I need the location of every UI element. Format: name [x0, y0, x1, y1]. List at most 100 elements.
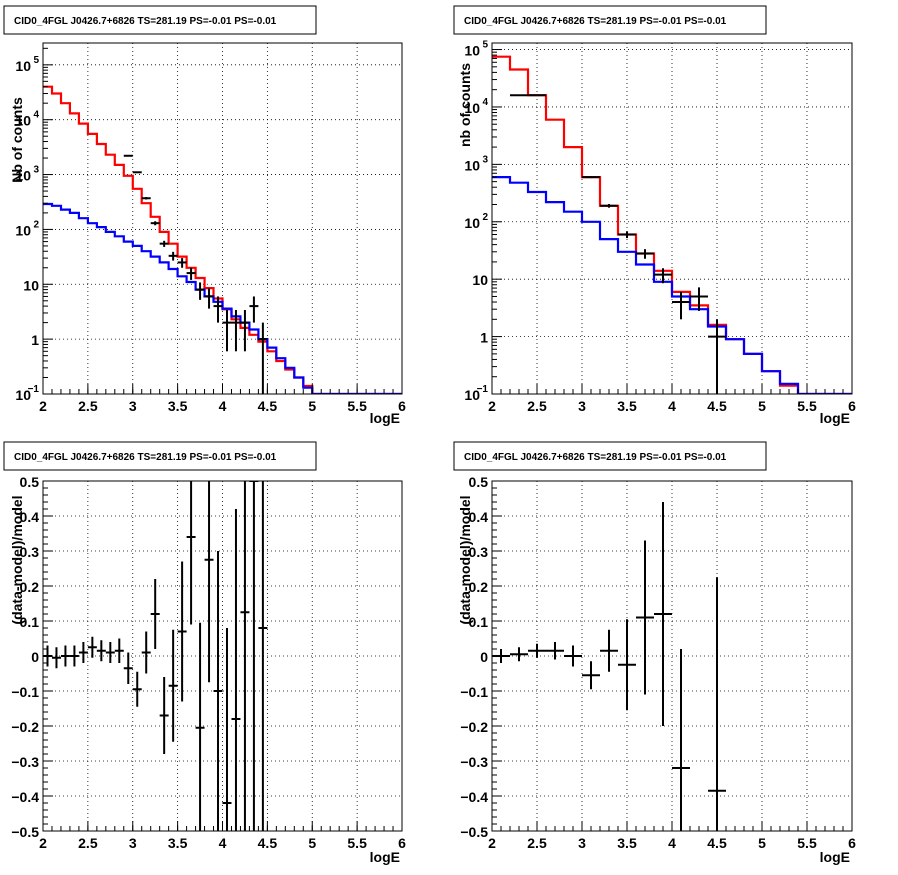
x-tick-label: 2	[39, 398, 47, 414]
y-tick-label: 1	[31, 332, 39, 348]
x-tick-label: 5.5	[347, 398, 367, 414]
y-tick-label: 0	[480, 649, 488, 665]
y-tick-label: 0.4	[469, 509, 489, 525]
y-tick-label: 1	[480, 330, 488, 346]
y-axis-label: Nb of counts	[9, 97, 25, 183]
x-tick-label: 5	[758, 835, 766, 851]
x-tick-label: 3.5	[168, 835, 188, 851]
panel-bottom-left: CID0_4FGL J0426.7+6826 TS=281.19 PS=-0.0…	[3, 441, 406, 865]
x-tick-label: 4	[219, 398, 227, 414]
y-axis-label: (data-model)/model	[457, 495, 473, 624]
x-tick-label: 6	[398, 398, 406, 414]
y-tick-label: 0.1	[469, 614, 489, 630]
x-tick-label: 3	[129, 835, 137, 851]
y-tick-exponent: 5	[33, 55, 39, 66]
x-tick-label: 4.5	[707, 835, 727, 851]
y-tick-label: 10	[464, 100, 480, 116]
panel-top-right: CID0_4FGL J0426.7+6826 TS=281.19 PS=-0.0…	[453, 5, 856, 426]
y-tick-label: 0.3	[469, 544, 489, 560]
y-tick-exponent: −1	[28, 384, 40, 395]
x-tick-label: 2.5	[78, 835, 98, 851]
y-tick-label: 10	[15, 113, 31, 129]
y-tick-label: 10	[464, 215, 480, 231]
chart-title: CID0_4FGL J0426.7+6826 TS=281.19 PS=-0.0…	[14, 452, 277, 463]
x-tick-label: 4.5	[707, 398, 727, 414]
y-tick-label: 0.4	[20, 509, 40, 525]
y-tick-label: 0.2	[20, 579, 40, 595]
x-tick-label: 5.5	[347, 835, 367, 851]
y-tick-exponent: 4	[33, 110, 39, 121]
y-tick-label: −0.4	[11, 789, 39, 805]
y-tick-exponent: 3	[33, 165, 39, 176]
y-tick-label: 10	[15, 387, 31, 403]
y-tick-label: 10	[15, 168, 31, 184]
x-tick-label: 2.5	[527, 835, 547, 851]
y-tick-label: 10	[15, 222, 31, 238]
x-tick-label: 2.5	[527, 398, 547, 414]
y-tick-label: −0.3	[460, 754, 488, 770]
title-box	[3, 441, 317, 471]
x-tick-label: 4.5	[258, 835, 278, 851]
plot-area: 2 2.5 3 3.5 4 4.5 5 5.5 6 −0.5 −0.4 −0.3 −0.2 −0.1 0 0.…	[460, 474, 856, 851]
y-tick-label: −0.5	[11, 824, 39, 840]
y-tick-label: −0.4	[460, 789, 488, 805]
x-tick-label: 3	[129, 398, 137, 414]
y-tick-label: 10	[464, 387, 480, 403]
y-tick-exponent: −1	[477, 384, 489, 395]
data-layer	[43, 481, 268, 831]
y-axis-label: (data-model)/model	[9, 495, 25, 624]
y-tick-label: 10	[464, 43, 480, 59]
y-axis-label: nb of counts	[457, 63, 473, 147]
x-tick-label: 5	[308, 835, 316, 851]
y-tick-exponent: 4	[482, 97, 488, 108]
panel-bottom-right: CID0_4FGL J0426.7+6826 TS=281.19 PS=-0.0…	[453, 441, 856, 865]
x-tick-label: 2	[488, 398, 496, 414]
chart-title: CID0_4FGL J0426.7+6826 TS=281.19 PS=-0.0…	[14, 16, 277, 27]
x-tick-label: 3	[578, 835, 586, 851]
x-tick-label: 3.5	[617, 835, 637, 851]
x-tick-label: 6	[848, 398, 856, 414]
chart-title: CID0_4FGL J0426.7+6826 TS=281.19 PS=-0.0…	[464, 16, 727, 27]
y-tick-label: 0.2	[469, 579, 489, 595]
x-axis-label: logE	[370, 849, 400, 865]
y-tick-label: −0.5	[460, 824, 488, 840]
title-box	[453, 5, 767, 35]
plot-area: 2 2.5 3 3.5 4 4.5 5 5.5 6 −0.5 −0.4 −0.3 −0.2 −0.1 0 0.…	[11, 474, 406, 851]
y-tick-label: −0.1	[11, 684, 39, 700]
chart-title: CID0_4FGL J0426.7+6826 TS=281.19 PS=-0.0…	[464, 452, 727, 463]
y-tick-label: 0.3	[20, 544, 40, 560]
y-tick-label: 0.1	[20, 614, 40, 630]
x-tick-label: 6	[398, 835, 406, 851]
x-tick-label: 4	[668, 398, 676, 414]
y-tick-label: 10	[23, 277, 39, 293]
panel-top-left: CID0_4FGL J0426.7+6826 TS=281.19 PS=-0.0…	[3, 5, 406, 426]
y-tick-exponent: 5	[482, 40, 488, 51]
title-box	[3, 5, 317, 35]
y-tick-label: 10	[472, 272, 488, 288]
data-layer	[492, 502, 726, 831]
x-tick-label: 2	[488, 835, 496, 851]
x-axis-label: logE	[820, 410, 850, 426]
x-tick-label: 2	[39, 835, 47, 851]
y-tick-label: −0.2	[460, 719, 488, 735]
y-tick-label: −0.3	[11, 754, 39, 770]
y-tick-label: 10	[15, 58, 31, 74]
x-tick-label: 5.5	[797, 835, 817, 851]
x-axis-label: logE	[370, 410, 400, 426]
x-tick-label: 5	[308, 398, 316, 414]
x-tick-label: 4	[219, 835, 227, 851]
y-tick-label: 0.5	[20, 474, 40, 490]
x-tick-label: 3.5	[168, 398, 188, 414]
y-tick-label: 0	[31, 649, 39, 665]
y-tick-exponent: 2	[33, 219, 39, 230]
x-tick-label: 5.5	[797, 398, 817, 414]
x-tick-label: 3	[578, 398, 586, 414]
series-line	[492, 176, 852, 394]
x-tick-label: 4.5	[258, 398, 278, 414]
title-box	[453, 441, 767, 471]
data-layer	[492, 55, 852, 394]
x-tick-label: 6	[848, 835, 856, 851]
y-tick-label: −0.1	[460, 684, 488, 700]
